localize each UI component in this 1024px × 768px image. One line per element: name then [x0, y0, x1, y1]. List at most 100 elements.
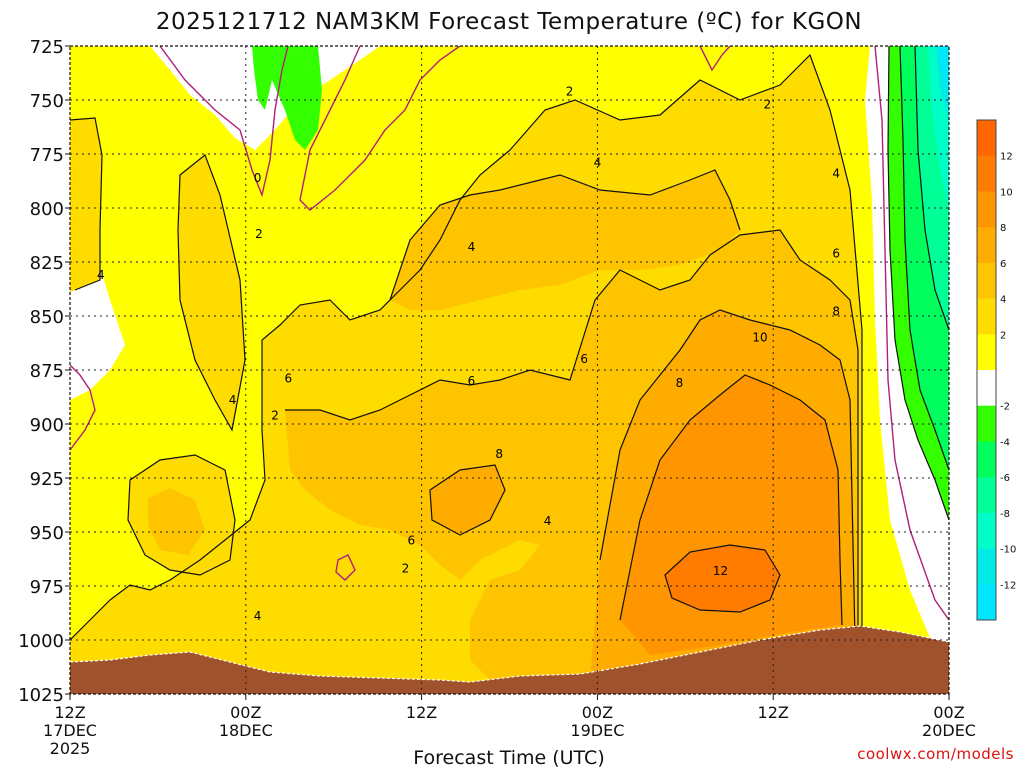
- y-tick-label: 725: [30, 37, 64, 58]
- colorbar-tick-label: 12: [1000, 152, 1013, 163]
- terrain-ground: [70, 626, 949, 694]
- contour-line: [599, 309, 856, 641]
- temp-band-12-plus: [665, 545, 780, 612]
- colorbar-bin: [977, 405, 996, 442]
- x-tick-date: 17DEC: [43, 721, 97, 740]
- colorbar-bin: [977, 512, 996, 550]
- temp-band-cold-10-12: [940, 46, 949, 95]
- contour-line: [70, 53, 863, 641]
- contour-line: [429, 464, 506, 536]
- contour-label: 8: [832, 305, 840, 319]
- zero-isotherm: [874, 46, 949, 621]
- y-tick-label: 900: [30, 415, 64, 436]
- x-tick-time: 00Z: [933, 703, 964, 722]
- x-tick-time: 12Z: [54, 703, 85, 722]
- contour-label: 0: [254, 171, 262, 185]
- temp-band-6-8: [148, 488, 205, 555]
- contour-line: [285, 229, 859, 640]
- colorbar-bin: [977, 155, 996, 192]
- temp-band-4-6: [70, 118, 102, 292]
- x-tick-date: 19DEC: [570, 721, 624, 740]
- contour-label: 4: [594, 156, 602, 170]
- contour-label: 4: [468, 240, 476, 254]
- contour-line: [177, 154, 246, 432]
- contour-label: 4: [544, 514, 552, 528]
- colorbar-bin: [977, 227, 996, 264]
- contour-label: 2: [402, 562, 410, 576]
- zero-isotherm: [159, 46, 289, 198]
- plot-grid: [70, 46, 949, 694]
- terrain-edge: [70, 625, 949, 683]
- colorbar-frame: [976, 119, 997, 621]
- y-tick-label: 825: [30, 253, 64, 274]
- y-tick-label: 750: [30, 91, 64, 112]
- contour-line: [127, 454, 236, 576]
- colorbar-tick-label: -12: [1000, 580, 1016, 591]
- colorbar-tick-label: 8: [1000, 223, 1006, 234]
- colorbar-tick-label: 10: [1000, 187, 1013, 198]
- y-tick-label: 775: [30, 145, 64, 166]
- colorbar-tick-label: 2: [1000, 330, 1006, 341]
- contour-line: [619, 374, 843, 626]
- x-tick-time: 00Z: [230, 703, 261, 722]
- x-axis-label: Forecast Time (UTC): [413, 747, 604, 768]
- colorbar-tick-label: -2: [1000, 402, 1010, 413]
- temp-band-8-10: [430, 465, 505, 535]
- contour-label: 2: [255, 227, 263, 241]
- y-tick-label: 1000: [18, 631, 64, 652]
- contour-label: 6: [580, 352, 588, 366]
- y-tick-label: 800: [30, 199, 64, 220]
- zero-isotherm: [70, 364, 96, 451]
- zero-isotherm: [699, 46, 731, 72]
- x-tick-time: 12Z: [406, 703, 437, 722]
- contour-label: 4: [229, 393, 237, 407]
- contour-line: [70, 117, 103, 291]
- contour-label: 8: [676, 376, 684, 390]
- contour-label: 6: [468, 374, 476, 388]
- y-tick-label: 850: [30, 307, 64, 328]
- colorbar-tick-label: 4: [1000, 295, 1006, 306]
- colorbar-bin: [977, 262, 996, 300]
- colorbar-bin: [977, 120, 996, 157]
- colorbar-bin: [977, 370, 996, 407]
- contour-label: 8: [495, 447, 503, 461]
- contour-label: 4: [97, 268, 105, 282]
- y-axis: 725 750 775 800 825 850 875 900 925 950 975 1000 102…: [18, 37, 70, 706]
- contour-line: [887, 46, 949, 521]
- zero-isotherm: [299, 46, 461, 211]
- contour-labels: 0 2 2 2 2 2 4 4 4 4 4 4 4 6 6 6 6 6 8 8 8 10 12: [97, 84, 840, 623]
- contour-line: [664, 544, 781, 613]
- y-tick-label: 875: [30, 361, 64, 382]
- colorbar-bin: [977, 441, 996, 478]
- credit-text: coolwx.com/models: [857, 745, 1014, 763]
- colorbar-bin: [977, 548, 996, 585]
- colorbar-tick-label: -10: [1000, 545, 1016, 556]
- x-tick-date: 20DEC: [922, 721, 976, 740]
- x-tick-date: 18DEC: [219, 721, 273, 740]
- temp-band-4-6: [178, 155, 245, 430]
- x-tick-time: 12Z: [758, 703, 789, 722]
- chart-title: 2025121712 NAM3KM Forecast Temperature (…: [156, 9, 862, 35]
- contour-line: [899, 46, 949, 471]
- y-tick-label: 1025: [18, 685, 64, 706]
- contour-label: 6: [832, 246, 840, 260]
- temp-band-cold-pocket: [252, 46, 322, 150]
- temp-band-6-8: [390, 170, 740, 310]
- contour-label: 6: [408, 534, 416, 548]
- contour-label: 2: [271, 408, 279, 422]
- contour-line: [389, 169, 741, 301]
- zero-isotherm: [335, 554, 356, 581]
- contour-label: 2: [764, 97, 772, 111]
- colorbar-tick-label: -4: [1000, 437, 1010, 448]
- colorbar-bin: [977, 584, 996, 621]
- x-tick-year: 2025: [50, 739, 91, 758]
- plot-area: [70, 46, 949, 694]
- colorbar-bin: [977, 191, 996, 228]
- y-tick-label: 925: [30, 469, 64, 490]
- y-tick-label: 975: [30, 577, 64, 598]
- contour-label: 10: [752, 331, 767, 345]
- y-tick-label: 950: [30, 523, 64, 544]
- contour-line: [914, 46, 949, 331]
- colorbar-tick-label: -8: [1000, 509, 1010, 520]
